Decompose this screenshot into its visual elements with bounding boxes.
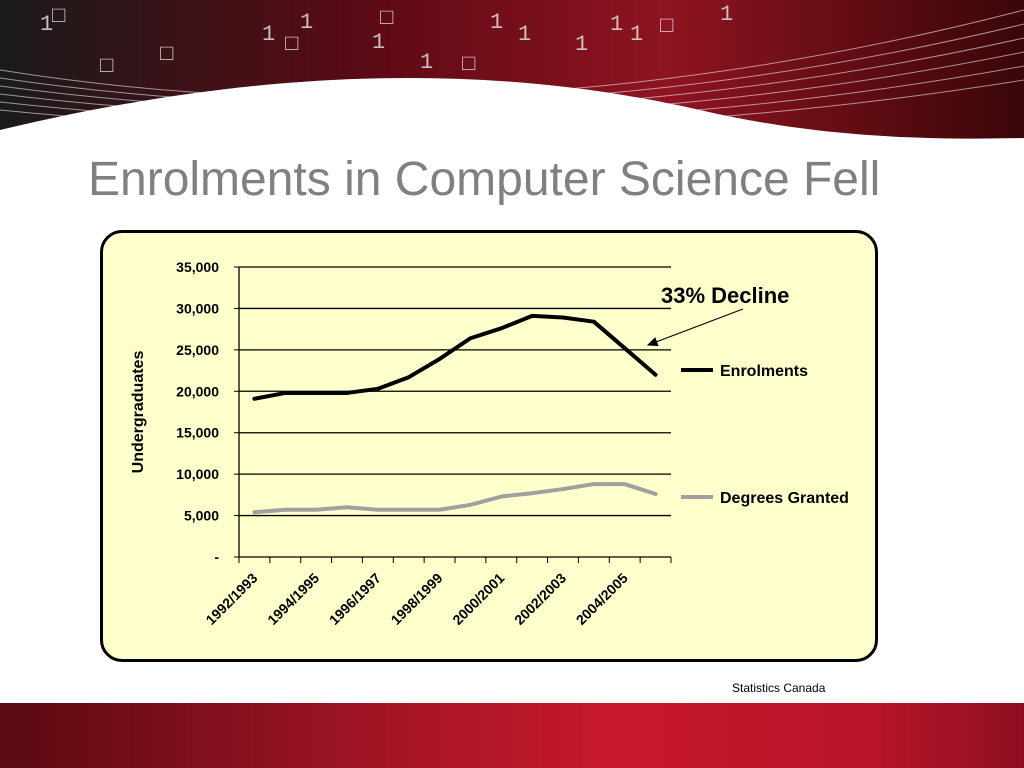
- legend-label: Degrees Granted: [720, 490, 849, 507]
- svg-text:1: 1: [720, 2, 733, 27]
- series-line-enrolments: [252, 313, 658, 401]
- y-tick-label: 5,000: [184, 508, 219, 524]
- x-category-label: 2004/2005: [573, 570, 631, 628]
- annotation-label: 33% Decline: [661, 283, 789, 308]
- y-tick-label: 10,000: [176, 466, 219, 482]
- line-chart: - 5,000 10,000 15,000 20,000 25,000 30,000 35,0…: [130, 259, 849, 628]
- legend-label: Enrolments: [720, 363, 808, 380]
- svg-text:□: □: [285, 32, 298, 57]
- y-tick-label: 25,000: [176, 342, 219, 358]
- svg-text:□: □: [380, 6, 393, 31]
- x-category-label: 2002/2003: [511, 570, 569, 628]
- svg-text:1: 1: [262, 22, 275, 47]
- x-category-label: 1996/1997: [326, 570, 384, 628]
- source-note: Statistics Canada: [732, 681, 826, 695]
- svg-text:1: 1: [518, 22, 531, 47]
- y-tick-label: 35,000: [176, 259, 219, 275]
- svg-text:1: 1: [372, 30, 385, 55]
- svg-text:1: 1: [420, 50, 433, 75]
- svg-text:1: 1: [630, 22, 643, 47]
- x-category-label: 2000/2001: [449, 570, 507, 628]
- annotation-arrow: [646, 308, 744, 347]
- svg-text:1: 1: [490, 10, 503, 35]
- svg-text:□: □: [462, 52, 475, 77]
- y-tick-label: 30,000: [176, 300, 219, 316]
- x-category-label: 1998/1999: [388, 570, 446, 628]
- series-line-degrees-granted: [252, 482, 658, 515]
- svg-text:1: 1: [300, 10, 313, 35]
- y-tick-label: 15,000: [176, 425, 219, 441]
- svg-text:□: □: [160, 42, 173, 67]
- chart-panel: - 5,000 10,000 15,000 20,000 25,000 30,000 35,0…: [100, 230, 878, 662]
- x-category-label: 1994/1995: [264, 570, 322, 628]
- svg-text:1: 1: [40, 12, 53, 37]
- svg-text:1: 1: [610, 12, 623, 37]
- slide-title: Enrolments in Computer Science Fell: [88, 153, 881, 206]
- y-tick-label: 20,000: [176, 383, 219, 399]
- svg-text:□: □: [660, 14, 673, 39]
- y-tick-label: -: [214, 549, 219, 565]
- x-category-label: 1992/1993: [202, 570, 260, 628]
- footer-band: [0, 703, 1024, 768]
- y-axis-title: Undergraduates: [130, 351, 147, 474]
- svg-text:□: □: [100, 54, 113, 79]
- svg-text:1: 1: [575, 32, 588, 57]
- svg-text:□: □: [52, 4, 65, 29]
